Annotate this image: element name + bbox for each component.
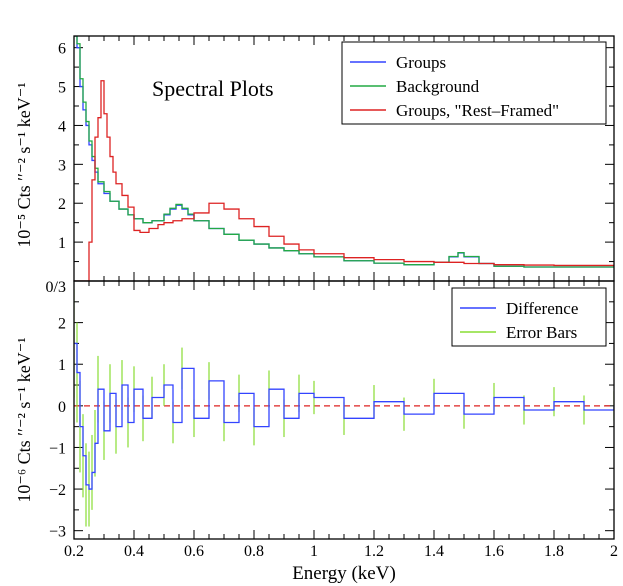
bottom-panel-frame [73, 280, 615, 540]
y-tick-label: 6 [58, 41, 66, 58]
bottom-panel: −3 −2 −1 0 1 2 0.2 0.4 0.6 0.8 1 1.2 1.4 1.6 1.8 2 0/3… [14, 279, 618, 584]
top-panel-series [74, 36, 614, 281]
spectral-plots-annotation: Spectral Plots [152, 76, 274, 101]
difference-line [74, 342, 614, 490]
y-tick-label: 2 [58, 196, 66, 213]
bottom-legend: Difference Error Bars [451, 287, 607, 347]
y-tick-label: 1 [58, 357, 66, 374]
x-tick-label: 0.8 [244, 543, 264, 560]
x-tick-label: 0.6 [184, 543, 204, 560]
y-tick-label: 4 [58, 118, 66, 135]
x-tick-label: 1.2 [364, 543, 384, 560]
y-tick-label: 1 [58, 235, 66, 252]
x-tick-label: 1.8 [544, 543, 564, 560]
top-legend: Groups Background Groups, "Rest–Framed" [341, 41, 607, 125]
legend-label: Error Bars [506, 323, 577, 342]
bottom-panel-series [74, 289, 614, 527]
x-axis-label: Energy (keV) [292, 563, 396, 584]
y-tick-label: −1 [49, 440, 66, 457]
bottom-y-tick-labels: −3 −2 −1 0 1 2 [49, 316, 66, 541]
legend-label: Background [396, 77, 480, 96]
y-tick-label: 5 [58, 80, 66, 97]
x-tick-label: 1 [310, 543, 318, 560]
x-tick-label: 1.4 [424, 543, 444, 560]
legend-box [451, 287, 607, 347]
y-tick-label: −3 [49, 524, 66, 541]
y-tick-label: 2 [58, 316, 66, 333]
top-y-axis-label: 10⁻⁵ Cts ′′⁻² s⁻¹ keV⁻¹ [14, 82, 34, 247]
series-line-2 [74, 80, 614, 281]
legend-label: Difference [506, 299, 578, 318]
legend-label: Groups [396, 53, 446, 72]
x-tick-labels: 0.2 0.4 0.6 0.8 1 1.2 1.4 1.6 1.8 2 [64, 543, 618, 560]
shared-tick-label: 0/3 [46, 279, 66, 296]
top-panel: 1 2 3 4 5 6 Spectral Plots 10⁻⁵ Cts ′′⁻² s⁻¹ … [14, 35, 615, 282]
top-panel-ticks [73, 36, 615, 281]
bottom-y-axis-label: 10⁻⁶ Cts ′′⁻² s⁻¹ keV⁻¹ [14, 337, 34, 502]
x-tick-label: 0.2 [64, 543, 84, 560]
x-tick-label: 2 [610, 543, 618, 560]
y-tick-label: 0 [58, 399, 66, 416]
y-tick-label: −2 [49, 482, 66, 499]
top-y-tick-labels: 1 2 3 4 5 6 [58, 41, 66, 252]
x-tick-label: 1.6 [484, 543, 504, 560]
x-tick-label: 0.4 [124, 543, 144, 560]
y-tick-label: 3 [58, 157, 66, 174]
legend-label: Groups, "Rest–Framed" [396, 101, 559, 120]
